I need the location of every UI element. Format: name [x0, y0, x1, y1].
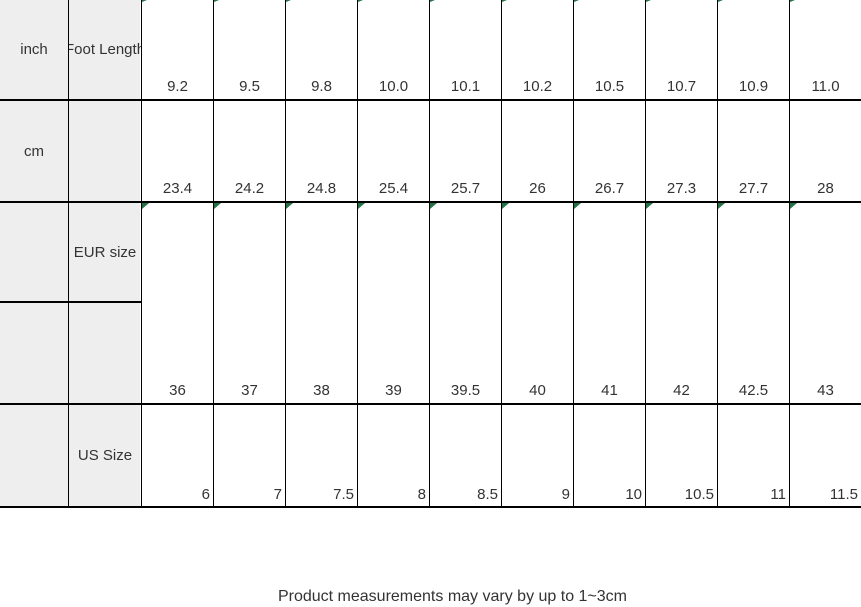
size-value-cell-us-size-8: 11: [770, 486, 786, 503]
size-value-cell-us-size-5: 9: [561, 486, 570, 503]
green-triangle-indicator-icon: [502, 0, 507, 2]
size-value-cell-inch-7: 10.7: [666, 78, 697, 95]
size-value-cell-eur-size-0: 36: [169, 382, 186, 399]
grid-line-vertical: [213, 0, 214, 508]
row-header-cm: cm: [24, 142, 44, 160]
green-triangle-indicator-icon: [358, 0, 363, 2]
size-value-cell-inch-4: 10.1: [450, 78, 481, 95]
size-value-cell-inch-8: 10.9: [738, 78, 769, 95]
green-triangle-indicator-icon: [574, 203, 581, 209]
grid-line-horizontal: [0, 403, 861, 405]
grid-line-horizontal: [0, 506, 861, 508]
size-value-cell-us-size-4: 8.5: [477, 486, 498, 503]
size-value-cell-us-size-0: 6: [201, 486, 210, 503]
size-value-cell-eur-size-9: 43: [817, 382, 834, 399]
size-value-cell-us-size-7: 10.5: [684, 486, 714, 503]
size-value-cell-eur-size-6: 41: [601, 382, 618, 399]
size-value-cell-eur-size-8: 42.5: [738, 382, 769, 399]
grid-line-vertical: [717, 0, 718, 508]
green-triangle-indicator-icon: [646, 203, 653, 209]
size-value-cell-inch-0: 9.2: [167, 78, 188, 95]
size-value-cell-eur-size-3: 39: [385, 382, 402, 399]
grid-line-vertical: [68, 0, 69, 508]
row-header-us-size: US Size: [77, 447, 133, 464]
green-triangle-indicator-icon: [142, 0, 147, 2]
size-value-cell-cm-9: 28: [817, 180, 834, 197]
size-value-cell-cm-3: 25.4: [378, 180, 409, 197]
grid-line-vertical: [645, 0, 646, 508]
size-value-cell-eur-size-4: 39.5: [450, 382, 481, 399]
size-value-cell-us-size-9: 11.5: [829, 486, 858, 503]
size-value-cell-inch-5: 10.2: [522, 78, 553, 95]
grid-line-vertical: [285, 0, 286, 508]
column-header-foot-length: Foot Length: [69, 41, 141, 58]
size-value-cell-inch-1: 9.5: [239, 78, 260, 95]
size-value-cell-eur-size-7: 42: [673, 382, 690, 399]
size-value-cell-us-size-3: 8: [417, 486, 426, 503]
row-header-inch: inch: [20, 41, 48, 58]
size-value-cell-cm-8: 27.7: [738, 180, 769, 197]
green-triangle-indicator-icon: [286, 0, 291, 2]
size-value-cell-cm-0: 23.4: [162, 180, 193, 197]
grid-line-vertical: [573, 0, 574, 508]
size-value-cell-inch-9: 11.0: [811, 78, 840, 95]
size-value-cell-us-size-2: 7.5: [333, 486, 354, 503]
size-value-cell-cm-2: 24.8: [306, 180, 337, 197]
grid-line-vertical: [429, 0, 430, 508]
size-value-cell-eur-size-1: 37: [241, 382, 258, 399]
size-value-cell-cm-1: 24.2: [234, 180, 265, 197]
size-value-cell-cm-4: 25.7: [450, 180, 481, 197]
measurement-disclaimer-text: Product measurements may vary by up to 1…: [277, 588, 628, 605]
green-triangle-indicator-icon: [790, 0, 795, 2]
grid-line-vertical: [357, 0, 358, 508]
size-value-cell-us-size-1: 7: [273, 486, 282, 503]
size-value-cell-inch-2: 9.8: [311, 78, 332, 95]
green-triangle-indicator-icon: [214, 0, 219, 2]
size-value-cell-inch-3: 10.0: [378, 78, 409, 95]
size-value-cell-cm-6: 26.7: [594, 180, 625, 197]
green-triangle-indicator-icon: [286, 203, 293, 209]
grid-line-vertical: [789, 0, 790, 508]
grid-line-horizontal: [0, 201, 861, 203]
green-triangle-indicator-icon: [502, 203, 509, 209]
green-triangle-indicator-icon: [718, 203, 725, 209]
grid-line-horizontal: [0, 301, 141, 303]
size-value-cell-inch-6: 10.5: [594, 78, 625, 95]
row-header-eur-size: EUR size: [73, 243, 137, 261]
size-value-cell-eur-size-5: 40: [529, 382, 546, 399]
size-value-cell-eur-size-2: 38: [313, 382, 330, 399]
green-triangle-indicator-icon: [718, 0, 723, 2]
green-triangle-indicator-icon: [646, 0, 651, 2]
grid-line-vertical: [501, 0, 502, 508]
green-triangle-indicator-icon: [790, 203, 797, 209]
size-value-cell-us-size-6: 10: [625, 486, 642, 503]
green-triangle-indicator-icon: [214, 203, 221, 209]
green-triangle-indicator-icon: [430, 0, 435, 2]
green-triangle-indicator-icon: [358, 203, 365, 209]
size-value-cell-cm-5: 26: [529, 180, 546, 197]
green-triangle-indicator-icon: [574, 0, 579, 2]
green-triangle-indicator-icon: [430, 203, 437, 209]
green-triangle-indicator-icon: [142, 203, 149, 209]
row-header-background: [0, 0, 140, 508]
grid-line-horizontal: [0, 99, 861, 101]
size-value-cell-cm-7: 27.3: [666, 180, 697, 197]
grid-line-vertical: [141, 0, 142, 508]
